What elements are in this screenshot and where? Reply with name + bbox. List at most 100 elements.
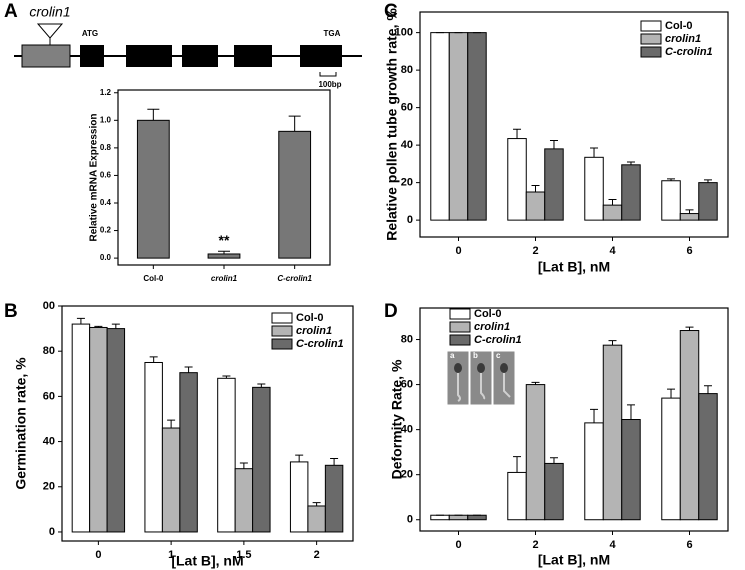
legend-swatch — [449, 308, 471, 320]
inset-label: b — [473, 351, 478, 360]
exon — [300, 45, 342, 67]
y-tick-label: 80 — [401, 64, 413, 76]
error-bar — [184, 366, 193, 373]
error-bar — [147, 108, 160, 121]
legend-label: Col-0 — [665, 20, 693, 32]
panel-label: B — [4, 301, 18, 322]
legend-label: crolin1 — [665, 33, 701, 45]
x-tick-label: Col-0 — [143, 274, 164, 283]
y-axis-label: Relative pollen tube growth rate, % — [384, 8, 400, 241]
bar — [507, 471, 527, 521]
error-bar — [513, 128, 522, 139]
y-tick-label: 20 — [401, 177, 413, 189]
x-tick-label: 2 — [532, 245, 538, 257]
x-tick-label: 1.5 — [236, 549, 251, 561]
pollen-tube — [457, 373, 461, 402]
exon — [80, 45, 104, 67]
y-tick-label: 40 — [401, 139, 413, 151]
error-bar — [513, 456, 522, 473]
error-bar — [667, 388, 676, 399]
y-tick-label: 0 — [49, 526, 55, 538]
bar — [448, 32, 469, 221]
legend-label: C-crolin1 — [474, 334, 522, 346]
legend-swatch — [640, 33, 662, 45]
error-bar — [218, 250, 230, 254]
y-tick-label: 1.2 — [100, 88, 112, 97]
error-bar — [149, 356, 158, 363]
y-axis-label: Deformity Rate, % — [389, 359, 405, 479]
bar — [602, 204, 623, 221]
y-tick-label: 60 — [401, 102, 413, 114]
y-tick-label: 00 — [43, 300, 55, 312]
y-tick-label: 100 — [395, 27, 413, 39]
y-axis-label: Relative mRNA Expression — [89, 113, 100, 241]
bar — [207, 253, 241, 259]
legend-swatch — [271, 312, 293, 324]
panel-label: D — [384, 301, 398, 322]
legend-label: C-crolin1 — [296, 338, 344, 350]
y-tick-label: 0.2 — [100, 226, 112, 235]
y-tick-label: 0.8 — [100, 143, 112, 152]
legend-label: Col-0 — [296, 312, 324, 324]
exon — [234, 45, 272, 67]
plot-frame — [61, 305, 354, 542]
legend-swatch — [640, 20, 662, 32]
pollen-tube — [500, 363, 508, 373]
plot-frame — [419, 307, 729, 532]
x-tick-label: 0 — [455, 245, 461, 257]
legend-label: crolin1 — [474, 321, 510, 333]
legend-swatch — [449, 334, 471, 346]
inset-label: c — [496, 351, 501, 360]
bar — [507, 138, 527, 221]
bar — [698, 393, 718, 521]
bar — [621, 164, 641, 221]
x-tick-label: 2 — [532, 539, 538, 551]
pollen-tube — [503, 373, 511, 398]
y-tick-label: 40 — [43, 435, 55, 447]
pollen-tube — [454, 363, 462, 373]
bar — [661, 180, 681, 221]
bar — [289, 461, 309, 533]
gene-model: crolin1 ATG TGA 100bp — [14, 4, 362, 89]
error-bar — [288, 115, 301, 132]
bar — [467, 514, 487, 521]
x-tick-label: 4 — [609, 539, 616, 551]
error-bar — [222, 375, 231, 379]
y-tick-label: 20 — [401, 469, 413, 481]
error-bar — [330, 458, 339, 466]
inset-label: a — [450, 351, 455, 360]
insert-label: crolin1 — [29, 4, 70, 20]
error-bar — [608, 340, 617, 346]
bar — [430, 514, 450, 521]
bar — [698, 182, 718, 221]
bar — [584, 156, 604, 221]
bar — [448, 514, 469, 521]
error-bar — [590, 147, 599, 158]
insertion-marker — [36, 23, 64, 39]
legend-label: Col-0 — [474, 308, 502, 320]
legend-swatch — [271, 325, 293, 337]
legend-swatch — [449, 321, 471, 333]
scale-label: 100bp — [318, 80, 341, 89]
y-tick-label: 0.0 — [100, 253, 112, 262]
bar — [544, 462, 564, 521]
error-bar — [590, 408, 599, 423]
y-tick-label: 0 — [407, 214, 413, 226]
legend-swatch — [640, 46, 662, 58]
y-axis-label: Germination rate, % — [13, 357, 29, 490]
y-tick-label: 60 — [43, 390, 55, 402]
bar — [661, 397, 681, 521]
pollen-tube — [480, 373, 486, 400]
plot-frame — [419, 11, 729, 238]
y-tick-label: 60 — [401, 378, 413, 390]
x-axis-label: [Lat B], nM — [171, 553, 243, 569]
x-tick-label: 1 — [168, 549, 174, 561]
bar — [144, 361, 163, 533]
bar — [106, 328, 126, 533]
error-bar — [312, 502, 321, 506]
legend-label: crolin1 — [296, 325, 332, 337]
error-bar — [626, 404, 635, 420]
bar — [602, 344, 623, 521]
bar — [234, 468, 254, 533]
